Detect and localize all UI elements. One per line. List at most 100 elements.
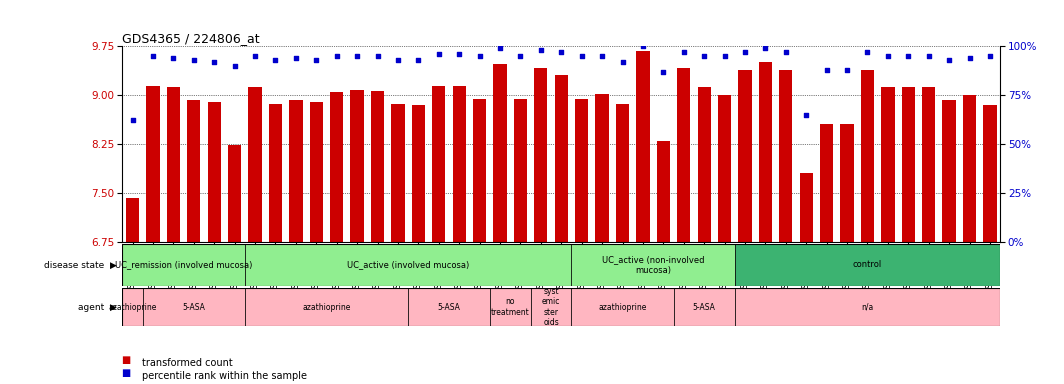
Bar	[922, 87, 935, 242]
Text: UC_active (non-involved
mucosa): UC_active (non-involved mucosa)	[602, 255, 704, 275]
Text: UC_remission (involved mucosa): UC_remission (involved mucosa)	[115, 260, 252, 270]
Point	[185, 57, 202, 63]
Text: n/a: n/a	[862, 303, 874, 312]
Bar	[412, 106, 425, 242]
FancyBboxPatch shape	[571, 288, 674, 326]
Point	[267, 57, 284, 63]
Point	[634, 43, 651, 49]
Bar	[963, 95, 976, 242]
Text: azathioprine: azathioprine	[302, 303, 351, 312]
FancyBboxPatch shape	[489, 288, 531, 326]
Bar	[820, 124, 833, 242]
FancyBboxPatch shape	[143, 288, 245, 326]
Bar	[289, 99, 302, 242]
Bar	[187, 99, 200, 242]
Point	[369, 53, 386, 59]
Bar	[473, 99, 486, 242]
Bar	[656, 141, 670, 242]
Bar	[759, 63, 772, 242]
Point	[838, 66, 855, 73]
Point	[920, 53, 937, 59]
Bar	[371, 91, 384, 242]
Point	[818, 66, 835, 73]
Point	[573, 53, 591, 59]
FancyBboxPatch shape	[122, 244, 245, 286]
Bar	[147, 86, 160, 242]
Bar	[799, 174, 813, 242]
Text: no
treatment: no treatment	[491, 298, 530, 317]
Point	[941, 57, 958, 63]
Point	[614, 59, 631, 65]
Bar	[901, 87, 915, 242]
Text: ■: ■	[122, 355, 135, 365]
Bar	[452, 86, 466, 242]
Bar	[861, 70, 875, 242]
Point	[696, 53, 713, 59]
Point	[900, 53, 917, 59]
Text: UC_active (involved mucosa): UC_active (involved mucosa)	[347, 260, 469, 270]
Text: 5-ASA: 5-ASA	[693, 303, 716, 312]
Point	[879, 53, 896, 59]
Point	[961, 55, 978, 61]
FancyBboxPatch shape	[245, 288, 409, 326]
Point	[124, 118, 142, 124]
Bar	[575, 99, 588, 242]
Bar	[718, 95, 731, 242]
Bar	[248, 87, 262, 242]
Point	[227, 63, 244, 69]
Bar	[943, 99, 955, 242]
Point	[247, 53, 264, 59]
Bar	[983, 105, 997, 242]
Bar	[228, 145, 242, 242]
Bar	[636, 51, 649, 242]
FancyBboxPatch shape	[571, 244, 735, 286]
Bar	[534, 68, 548, 242]
Point	[328, 53, 345, 59]
Text: percentile rank within the sample: percentile rank within the sample	[142, 371, 306, 381]
Bar	[881, 87, 895, 242]
FancyBboxPatch shape	[245, 244, 571, 286]
Point	[676, 49, 693, 55]
Point	[981, 53, 998, 59]
Text: syst
emic
ster
oids: syst emic ster oids	[542, 287, 561, 327]
Bar	[677, 68, 691, 242]
Bar	[596, 94, 609, 242]
Point	[307, 57, 325, 63]
Point	[716, 53, 733, 59]
Point	[594, 53, 611, 59]
Point	[410, 57, 427, 63]
Text: control: control	[853, 260, 882, 270]
Text: agent  ▶: agent ▶	[78, 303, 117, 312]
Bar	[841, 124, 853, 242]
Point	[430, 51, 447, 57]
Point	[736, 49, 753, 55]
Bar	[554, 76, 568, 242]
Bar	[514, 99, 527, 242]
Point	[287, 55, 304, 61]
Bar	[310, 101, 323, 242]
Bar	[207, 101, 221, 242]
Point	[512, 53, 529, 59]
FancyBboxPatch shape	[122, 288, 143, 326]
Bar	[432, 86, 446, 242]
Text: azathioprine: azathioprine	[109, 303, 156, 312]
Bar	[779, 70, 793, 242]
Text: disease state  ▶: disease state ▶	[45, 260, 117, 270]
Bar	[167, 87, 180, 242]
Bar	[269, 104, 282, 242]
Point	[492, 45, 509, 51]
Point	[798, 112, 815, 118]
Point	[532, 47, 549, 53]
Point	[778, 49, 795, 55]
Text: transformed count: transformed count	[142, 358, 232, 368]
Point	[859, 49, 876, 55]
FancyBboxPatch shape	[531, 288, 571, 326]
Text: azathioprine: azathioprine	[598, 303, 647, 312]
Text: ■: ■	[122, 368, 135, 378]
Point	[389, 57, 406, 63]
Point	[145, 53, 162, 59]
FancyBboxPatch shape	[674, 288, 735, 326]
Text: GDS4365 / 224806_at: GDS4365 / 224806_at	[122, 32, 260, 45]
Point	[451, 51, 468, 57]
FancyBboxPatch shape	[735, 244, 1000, 286]
